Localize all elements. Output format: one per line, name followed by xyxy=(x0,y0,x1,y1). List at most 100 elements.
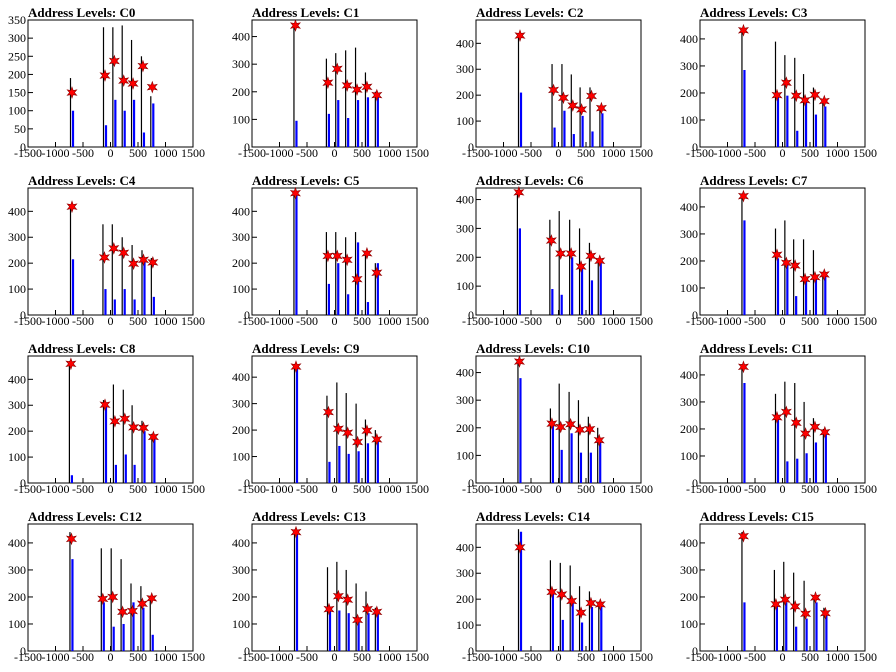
y-tick-label: 0 xyxy=(244,644,250,658)
y-tick-label: 100 xyxy=(680,281,698,295)
x-tick-label: -500 xyxy=(296,314,318,328)
x-tick-label: 500 xyxy=(801,650,819,664)
x-tick-label: 500 xyxy=(353,482,371,496)
y-tick-label: 0 xyxy=(692,140,698,154)
x-tick-label: 1000 xyxy=(826,650,850,664)
y-tick-label: 0 xyxy=(244,308,250,322)
peak-marker xyxy=(789,259,801,272)
y-tick-label: 100 xyxy=(680,449,698,463)
peak-marker xyxy=(545,234,557,247)
x-tick-label: -500 xyxy=(744,650,766,664)
peak-marker xyxy=(737,23,749,37)
panel-title: Address Levels: C14 xyxy=(476,509,590,524)
y-tick-label: 200 xyxy=(232,423,250,437)
x-tick-label: 1500 xyxy=(181,146,205,160)
panel-title: Address Levels: C9 xyxy=(252,341,360,356)
panel-c5: Address Levels: C5 0 100 200 300 400 -1500 -100… xyxy=(232,173,429,328)
peak-marker xyxy=(351,83,363,96)
peak-marker xyxy=(109,414,121,428)
x-tick-label: 0 xyxy=(332,314,338,328)
peak-marker xyxy=(546,585,558,599)
y-tick-label: 100 xyxy=(8,617,26,631)
peak-marker xyxy=(585,89,598,103)
y-tick-label: 100 xyxy=(232,617,250,631)
peak-marker xyxy=(809,420,821,434)
peak-marker xyxy=(361,602,374,616)
peak-marker xyxy=(332,422,344,436)
peak-marker xyxy=(118,246,130,260)
x-tick-label: 1000 xyxy=(154,650,178,664)
panel-c13: Address Levels: C13 0 100 200 300 400 -1500 -10… xyxy=(232,509,429,664)
x-tick-label: 1500 xyxy=(853,482,877,496)
peak-marker xyxy=(771,248,783,262)
x-tick-label: -1500 xyxy=(238,650,266,664)
x-tick-label: 500 xyxy=(129,482,147,496)
y-tick-label: 0 xyxy=(468,644,474,658)
peak-marker xyxy=(65,357,77,371)
x-tick-label: -1000 xyxy=(714,650,742,664)
peak-marker xyxy=(790,416,802,430)
y-tick-label: 300 xyxy=(680,395,698,409)
peak-marker xyxy=(128,420,140,434)
x-tick-label: 1500 xyxy=(629,146,653,160)
x-tick-label: -500 xyxy=(520,650,542,664)
y-tick-label: 150 xyxy=(8,86,26,100)
plot-frame xyxy=(475,19,642,148)
panel-title: Address Levels: C3 xyxy=(700,5,808,20)
panel-c9: Address Levels: C9 0 100 200 300 400 -1500 -100… xyxy=(232,341,429,496)
peak-marker xyxy=(514,540,526,554)
peak-marker xyxy=(137,253,150,267)
y-tick-label: 200 xyxy=(232,256,250,270)
y-tick-label: 300 xyxy=(8,31,26,45)
y-tick-label: 200 xyxy=(456,592,474,606)
panel-c0: Address Levels: C0 0 50 100 150 200 250 300 350 -… xyxy=(8,5,205,160)
x-tick-label: 500 xyxy=(577,314,595,328)
y-tick-label: 400 xyxy=(456,193,474,207)
y-tick-label: 400 xyxy=(232,536,250,550)
panel-c6: Address Levels: C6 0 100 200 300 400 -1500 -100… xyxy=(456,173,653,328)
x-tick-label: 1000 xyxy=(602,146,626,160)
y-tick-label: 400 xyxy=(8,536,26,550)
y-tick-label: 300 xyxy=(456,393,474,407)
peak-marker xyxy=(594,254,606,268)
y-tick-label: 200 xyxy=(8,256,26,270)
panel-title: Address Levels: C1 xyxy=(252,5,359,20)
y-tick-label: 0 xyxy=(20,476,26,490)
peak-marker xyxy=(146,80,158,94)
y-tick-label: 400 xyxy=(232,204,250,218)
peak-marker xyxy=(118,74,130,88)
x-tick-label: 0 xyxy=(780,314,786,328)
x-tick-label: -1000 xyxy=(490,650,518,664)
peak-marker xyxy=(66,200,78,214)
panel-title: Address Levels: C10 xyxy=(476,341,590,356)
peak-marker xyxy=(565,417,577,431)
panel-c11: Address Levels: C11 0 100 200 300 400 -1500 -10… xyxy=(680,341,877,496)
peak-marker xyxy=(555,247,567,260)
peak-marker xyxy=(819,425,831,439)
x-tick-label: 0 xyxy=(108,314,114,328)
x-tick-label: -1000 xyxy=(266,650,294,664)
plot-frame xyxy=(475,523,642,652)
y-tick-label: 0 xyxy=(20,140,26,154)
peak-marker xyxy=(789,600,801,613)
x-tick-label: -1500 xyxy=(14,146,42,160)
x-tick-label: 1000 xyxy=(154,482,178,496)
x-tick-label: 0 xyxy=(780,650,786,664)
x-tick-label: 1000 xyxy=(826,146,850,160)
peak-marker xyxy=(593,433,605,447)
panel-title: Address Levels: C12 xyxy=(28,509,142,524)
x-tick-label: 1500 xyxy=(181,314,205,328)
y-tick-label: 400 xyxy=(456,36,474,50)
peak-marker xyxy=(737,360,749,374)
y-tick-label: 0 xyxy=(244,140,250,154)
x-tick-label: 1500 xyxy=(853,146,877,160)
x-tick-label: 1000 xyxy=(378,146,402,160)
y-tick-label: 100 xyxy=(680,113,698,127)
peak-marker xyxy=(352,435,364,449)
panel-c15: Address Levels: C15 0 100 200 300 400 -1500 -10… xyxy=(680,509,877,664)
peak-marker xyxy=(352,613,364,627)
peak-marker xyxy=(322,405,334,419)
peak-marker xyxy=(546,417,558,431)
peak-marker xyxy=(584,422,596,436)
panel-c1: Address Levels: C1 0 100 200 300 400 -1500 -100… xyxy=(232,5,429,160)
